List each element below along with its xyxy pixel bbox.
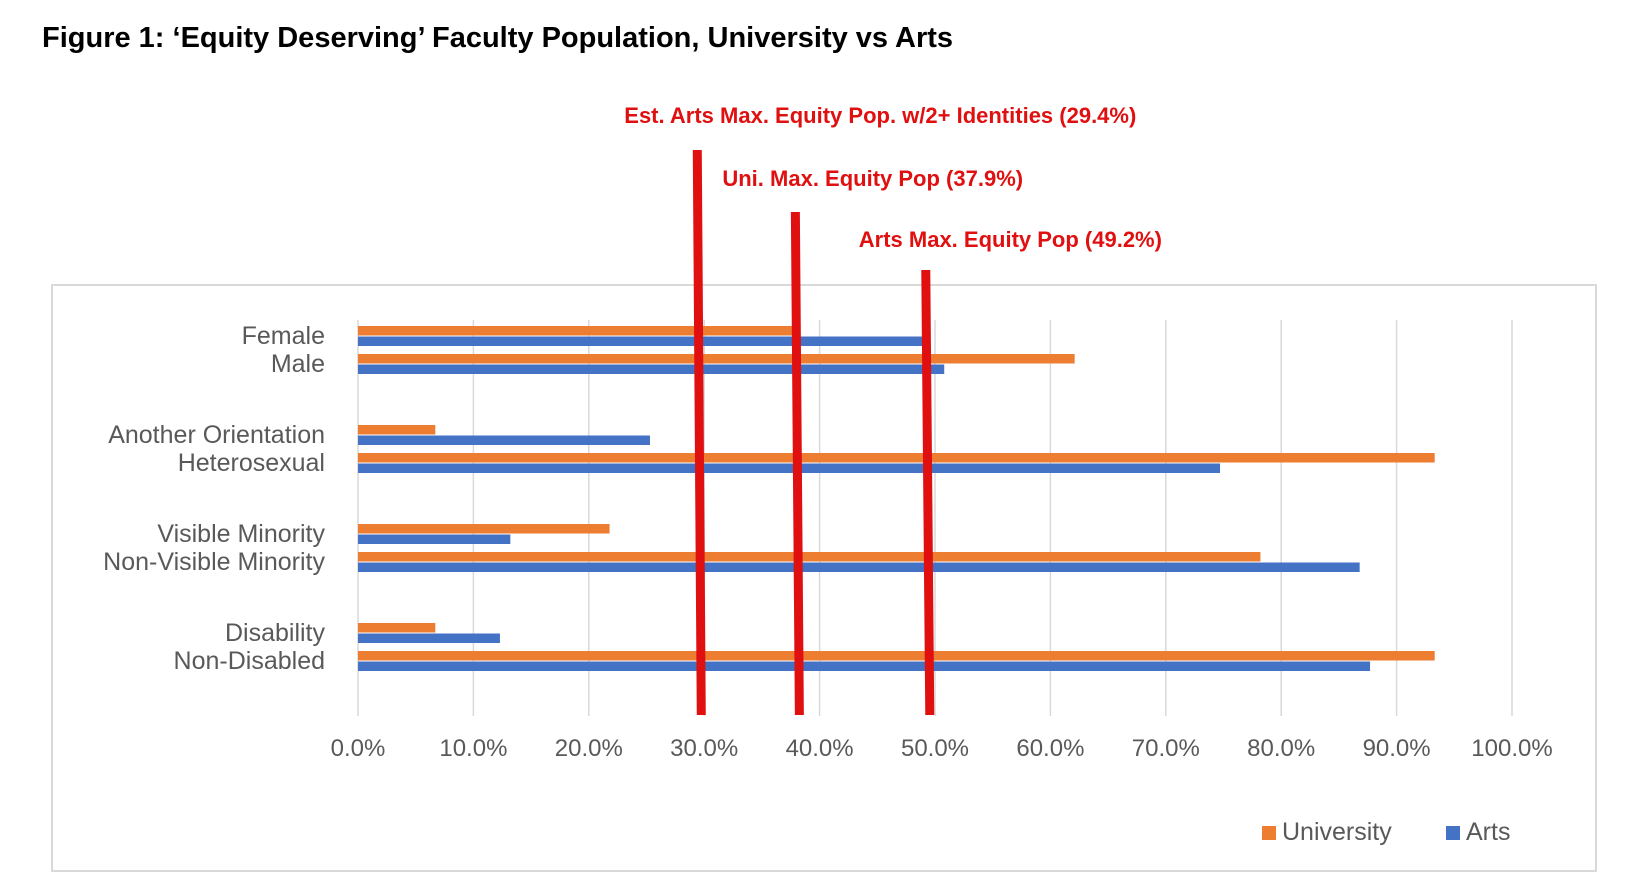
bar-arts-visible-minority <box>358 534 511 544</box>
legend-swatch-arts <box>1446 826 1460 840</box>
bar-arts-male <box>358 364 945 374</box>
annotation-line-0 <box>692 149 706 716</box>
category-label-male: Male <box>271 350 325 378</box>
category-label-heterosexual: Heterosexual <box>178 449 325 477</box>
legend: University Arts <box>1262 818 1510 846</box>
annotation-line-1 <box>790 211 804 716</box>
annotation-label-1: Uni. Max. Equity Pop (37.9%) <box>722 166 1023 191</box>
x-tick-label-0: 0.0% <box>331 735 386 762</box>
chart-frame <box>51 284 1597 872</box>
bar-university-heterosexual <box>358 453 1435 463</box>
bar-arts-non-disabled <box>358 661 1371 671</box>
category-label-disability: Disability <box>225 619 326 647</box>
bar-arts-non-visible-minority <box>358 562 1360 572</box>
bar-university-non-visible-minority <box>358 552 1261 562</box>
category-label-non-visible-minority: Non-Visible Minority <box>103 548 325 576</box>
bar-arts-female <box>358 336 926 346</box>
x-tick-label-9: 90.0% <box>1363 735 1431 762</box>
figure-title: Figure 1: ‘Equity Deserving’ Faculty Pop… <box>42 22 954 54</box>
annotation-line-2 <box>921 269 935 716</box>
x-tick-label-8: 80.0% <box>1247 735 1315 762</box>
bar-arts-heterosexual <box>358 463 1221 473</box>
legend-label-university: University <box>1282 818 1392 846</box>
bar-arts-another-orientation <box>358 435 650 445</box>
bars <box>358 326 1435 671</box>
x-tick-label-10: 100.0% <box>1471 735 1552 762</box>
x-tick-label-1: 10.0% <box>439 735 507 762</box>
bar-university-another-orientation <box>358 425 436 435</box>
annotation-label-0: Est. Arts Max. Equity Pop. w/2+ Identiti… <box>624 103 1136 128</box>
x-axis-tick-labels: 0.0% 10.0% 20.0% 30.0% 40.0% 50.0% 60.0% 70.0% 8… <box>331 735 1553 762</box>
bar-university-visible-minority <box>358 524 610 534</box>
bar-university-male <box>358 354 1075 364</box>
x-tick-label-2: 20.0% <box>555 735 623 762</box>
category-label-another-orientation: Another Orientation <box>108 421 325 449</box>
annotation-label-2: Arts Max. Equity Pop (49.2%) <box>859 227 1162 252</box>
x-tick-label-6: 60.0% <box>1016 735 1084 762</box>
x-tick-label-7: 70.0% <box>1132 735 1200 762</box>
x-tick-label-4: 40.0% <box>786 735 854 762</box>
x-tick-label-3: 30.0% <box>670 735 738 762</box>
bar-arts-disability <box>358 633 500 643</box>
bar-university-female <box>358 326 796 336</box>
category-label-female: Female <box>242 322 325 350</box>
x-tick-label-5: 50.0% <box>901 735 969 762</box>
annotations: Est. Arts Max. Equity Pop. w/2+ Identiti… <box>624 103 1162 716</box>
category-label-non-disabled: Non-Disabled <box>174 647 325 675</box>
bar-university-non-disabled <box>358 651 1435 661</box>
legend-label-arts: Arts <box>1466 818 1510 846</box>
bar-university-disability <box>358 623 436 633</box>
legend-swatch-university <box>1262 826 1276 840</box>
category-label-visible-minority: Visible Minority <box>157 520 325 548</box>
